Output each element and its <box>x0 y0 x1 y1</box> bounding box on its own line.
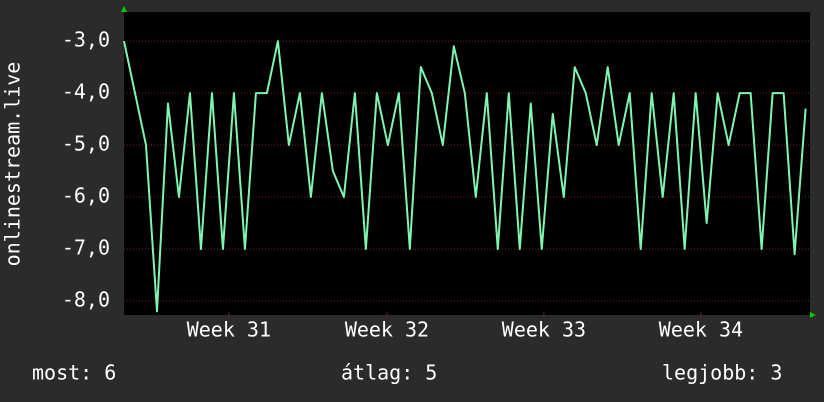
y-axis-label: onlinestream.live <box>1 62 25 267</box>
data-line <box>123 40 807 313</box>
x-tick-label: Week 31 <box>187 318 271 342</box>
y-tick-label: -5,0 <box>62 132 110 156</box>
x-tick-label: Week 33 <box>502 318 586 342</box>
y-tick-label: -7,0 <box>62 235 110 259</box>
y-tick-label: -3,0 <box>62 28 110 52</box>
x-tick-label: Week 32 <box>345 318 429 342</box>
footer-best: legjobb: 3 <box>662 361 782 385</box>
axis-arrow <box>121 6 127 12</box>
y-tick-label: -6,0 <box>62 184 110 208</box>
footer-now: most: 6 <box>32 361 116 385</box>
axis-arrow <box>810 312 816 318</box>
y-tick-label: -8,0 <box>62 287 110 311</box>
x-tick-label: Week 34 <box>659 318 743 342</box>
plot-area <box>124 12 810 315</box>
footer-avg: átlag: 5 <box>341 361 437 385</box>
y-tick-label: -4,0 <box>62 80 110 104</box>
